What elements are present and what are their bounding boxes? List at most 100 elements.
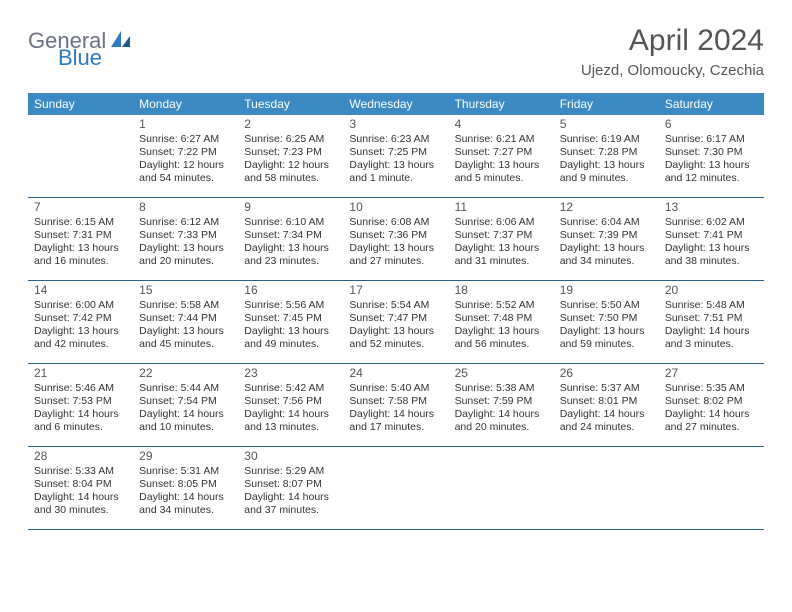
sunrise-text: Sunrise: 5:37 AM (560, 382, 653, 395)
day-number: 10 (349, 200, 442, 214)
day-cell: 28Sunrise: 5:33 AMSunset: 8:04 PMDayligh… (28, 447, 133, 529)
dayname-tuesday: Tuesday (238, 93, 343, 115)
sunrise-text: Sunrise: 6:17 AM (665, 133, 758, 146)
daylight-text: Daylight: 14 hours and 30 minutes. (34, 491, 127, 517)
daylight-text: Daylight: 13 hours and 42 minutes. (34, 325, 127, 351)
day-number: 13 (665, 200, 758, 214)
sunset-text: Sunset: 7:58 PM (349, 395, 442, 408)
daylight-text: Daylight: 13 hours and 23 minutes. (244, 242, 337, 268)
daylight-text: Daylight: 14 hours and 6 minutes. (34, 408, 127, 434)
day-cell: 3Sunrise: 6:23 AMSunset: 7:25 PMDaylight… (343, 115, 448, 197)
sunrise-text: Sunrise: 5:33 AM (34, 465, 127, 478)
sunset-text: Sunset: 7:27 PM (455, 146, 548, 159)
sunrise-text: Sunrise: 6:21 AM (455, 133, 548, 146)
daylight-text: Daylight: 14 hours and 24 minutes. (560, 408, 653, 434)
day-number: 25 (455, 366, 548, 380)
day-number: 4 (455, 117, 548, 131)
sunrise-text: Sunrise: 6:25 AM (244, 133, 337, 146)
location: Ujezd, Olomoucky, Czechia (581, 62, 764, 79)
sunrise-text: Sunrise: 5:56 AM (244, 299, 337, 312)
sunrise-text: Sunrise: 6:02 AM (665, 216, 758, 229)
day-cell: 10Sunrise: 6:08 AMSunset: 7:36 PMDayligh… (343, 198, 448, 280)
day-cell: 16Sunrise: 5:56 AMSunset: 7:45 PMDayligh… (238, 281, 343, 363)
daylight-text: Daylight: 14 hours and 10 minutes. (139, 408, 232, 434)
sunrise-text: Sunrise: 5:44 AM (139, 382, 232, 395)
day-cell: 8Sunrise: 6:12 AMSunset: 7:33 PMDaylight… (133, 198, 238, 280)
sunrise-text: Sunrise: 5:48 AM (665, 299, 758, 312)
daylight-text: Daylight: 14 hours and 20 minutes. (455, 408, 548, 434)
day-number: 29 (139, 449, 232, 463)
sunset-text: Sunset: 8:02 PM (665, 395, 758, 408)
logo-text-blue: Blue (58, 45, 102, 71)
day-cell: 29Sunrise: 5:31 AMSunset: 8:05 PMDayligh… (133, 447, 238, 529)
day-number: 19 (560, 283, 653, 297)
sunrise-text: Sunrise: 5:29 AM (244, 465, 337, 478)
daylight-text: Daylight: 13 hours and 34 minutes. (560, 242, 653, 268)
dayname-monday: Monday (133, 93, 238, 115)
sunset-text: Sunset: 7:45 PM (244, 312, 337, 325)
sunrise-text: Sunrise: 5:46 AM (34, 382, 127, 395)
daylight-text: Daylight: 13 hours and 38 minutes. (665, 242, 758, 268)
sunset-text: Sunset: 7:34 PM (244, 229, 337, 242)
sunset-text: Sunset: 7:53 PM (34, 395, 127, 408)
sunrise-text: Sunrise: 5:52 AM (455, 299, 548, 312)
day-cell: 21 Sunrise: 5:46 AMSunset: 7:53 PMDayligh… (28, 364, 133, 446)
daylight-text: Daylight: 12 hours and 58 minutes. (244, 159, 337, 185)
day-number: 6 (665, 117, 758, 131)
sunset-text: Sunset: 7:30 PM (665, 146, 758, 159)
dayname-saturday: Saturday (659, 93, 764, 115)
sunrise-text: Sunrise: 5:42 AM (244, 382, 337, 395)
daylight-text: Daylight: 13 hours and 12 minutes. (665, 159, 758, 185)
sunrise-text: Sunrise: 5:40 AM (349, 382, 442, 395)
day-number: 14 (34, 283, 127, 297)
daylight-text: Daylight: 14 hours and 17 minutes. (349, 408, 442, 434)
day-cell: 18Sunrise: 5:52 AMSunset: 7:48 PMDayligh… (449, 281, 554, 363)
week-row: 14Sunrise: 6:00 AMSunset: 7:42 PMDayligh… (28, 281, 764, 364)
sunset-text: Sunset: 7:31 PM (34, 229, 127, 242)
day-cell: 17Sunrise: 5:54 AMSunset: 7:47 PMDayligh… (343, 281, 448, 363)
day-number: 18 (455, 283, 548, 297)
day-number: 2 (244, 117, 337, 131)
day-cell: 11Sunrise: 6:06 AMSunset: 7:37 PMDayligh… (449, 198, 554, 280)
daylight-text: Daylight: 13 hours and 27 minutes. (349, 242, 442, 268)
week-row: 7Sunrise: 6:15 AMSunset: 7:31 PMDaylight… (28, 198, 764, 281)
day-cell: 26Sunrise: 5:37 AMSunset: 8:01 PMDayligh… (554, 364, 659, 446)
day-cell (449, 447, 554, 529)
sunrise-text: Sunrise: 5:38 AM (455, 382, 548, 395)
daylight-text: Daylight: 13 hours and 45 minutes. (139, 325, 232, 351)
sunset-text: Sunset: 7:42 PM (34, 312, 127, 325)
day-number: 23 (244, 366, 337, 380)
sunrise-text: Sunrise: 6:19 AM (560, 133, 653, 146)
day-cell (554, 447, 659, 529)
daylight-text: Daylight: 14 hours and 3 minutes. (665, 325, 758, 351)
day-number: 27 (665, 366, 758, 380)
day-number: 16 (244, 283, 337, 297)
week-row: 21Sunrise: 5:46 AMSunset: 7:53 PMDayligh… (28, 364, 764, 447)
day-number: 12 (560, 200, 653, 214)
title-block: April 2024 Ujezd, Olomoucky, Czechia (581, 24, 764, 79)
dayname-sunday: Sunday (28, 93, 133, 115)
sunrise-text: Sunrise: 6:15 AM (34, 216, 127, 229)
day-cell (659, 447, 764, 529)
calendar: Sunday Monday Tuesday Wednesday Thursday… (28, 93, 764, 530)
sunrise-text: Sunrise: 6:00 AM (34, 299, 127, 312)
day-number: 21 (34, 366, 127, 380)
daylight-text: Daylight: 13 hours and 16 minutes. (34, 242, 127, 268)
header: General April 2024 Ujezd, Olomoucky, Cze… (28, 24, 764, 79)
dayname-thursday: Thursday (449, 93, 554, 115)
sunrise-text: Sunrise: 6:06 AM (455, 216, 548, 229)
daylight-text: Daylight: 13 hours and 31 minutes. (455, 242, 548, 268)
day-number: 26 (560, 366, 653, 380)
day-number: 24 (349, 366, 442, 380)
sunset-text: Sunset: 7:54 PM (139, 395, 232, 408)
sunset-text: Sunset: 7:41 PM (665, 229, 758, 242)
weeks-container: 1Sunrise: 6:27 AMSunset: 7:22 PMDaylight… (28, 115, 764, 530)
day-cell: 15Sunrise: 5:58 AMSunset: 7:44 PMDayligh… (133, 281, 238, 363)
day-number: 17 (349, 283, 442, 297)
sunset-text: Sunset: 7:47 PM (349, 312, 442, 325)
day-number: 11 (455, 200, 548, 214)
day-number: 3 (349, 117, 442, 131)
week-row: 28Sunrise: 5:33 AMSunset: 8:04 PMDayligh… (28, 447, 764, 530)
page: General April 2024 Ujezd, Olomoucky, Cze… (0, 0, 792, 554)
day-cell: 22Sunrise: 5:44 AMSunset: 7:54 PMDayligh… (133, 364, 238, 446)
